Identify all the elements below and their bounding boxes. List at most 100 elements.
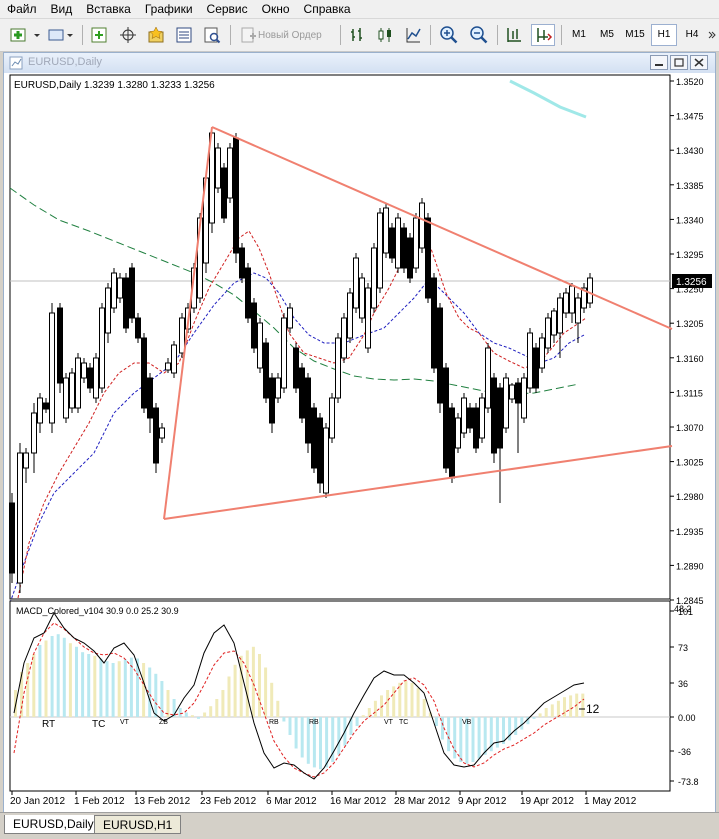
tile-windows-button[interactable] — [503, 24, 525, 46]
current-price-box — [672, 274, 712, 288]
new-chart-icon — [10, 28, 40, 42]
candle-body — [551, 310, 557, 336]
menu-charts[interactable]: Графики — [144, 2, 193, 16]
trendline-rise[interactable] — [163, 126, 213, 520]
price-panel — [9, 74, 671, 600]
menu-window[interactable]: Окно — [261, 2, 290, 16]
minimize-icon — [655, 64, 663, 66]
menu-tools[interactable]: Сервис — [206, 2, 248, 16]
trendlines[interactable] — [163, 126, 673, 520]
candle-body — [503, 377, 509, 429]
macd-bar — [398, 682, 402, 717]
macd-bar — [441, 717, 444, 740]
trendline-upper[interactable] — [211, 126, 673, 330]
menu-view[interactable]: Вид — [50, 2, 73, 16]
price-tick-label: 1.2890 — [676, 561, 704, 571]
macd-bar — [325, 717, 329, 768]
current-price-label: 1.3256 — [676, 277, 707, 288]
candle-body — [305, 377, 311, 444]
candle-body — [239, 247, 245, 279]
chart-canvas[interactable]: 1.3520 1.3475 1.3430 1.3385 1.3340 1.3295 1.32… — [4, 73, 715, 812]
macd-bar — [87, 654, 91, 717]
macd-bar — [215, 699, 219, 717]
zoom-out-icon — [470, 26, 488, 44]
macd-bar — [197, 717, 200, 719]
bar-chart-button[interactable] — [346, 24, 368, 46]
tab-eurusd-daily[interactable]: EURUSD,Daily — [4, 815, 103, 834]
chart-window[interactable]: EURUSD,Daily 1.3520 1.3475 1.3430 1.3385 1.3… — [3, 52, 716, 812]
macd-tick-label: 73 — [678, 643, 688, 653]
candle-body — [491, 377, 497, 454]
tab-eurusd-h1[interactable]: EURUSD,H1 — [94, 815, 182, 834]
macd-bar — [93, 655, 97, 717]
line-chart-icon — [406, 28, 421, 43]
favorites-button[interactable] — [145, 24, 167, 46]
new-order-button[interactable]: Новый Ордер — [240, 24, 322, 46]
macd-axis: 101 73 36 0.00 -36 -73.8 48.2 — [670, 604, 699, 787]
candle-body — [299, 367, 305, 419]
candlestick-button[interactable] — [374, 24, 396, 46]
zoom-out-button[interactable] — [467, 24, 491, 46]
macd-bar — [355, 717, 359, 726]
minimize-button[interactable] — [650, 55, 668, 70]
candle-body — [105, 287, 111, 334]
macd-signal-line — [13, 622, 585, 778]
candle-body — [353, 257, 359, 309]
macd-bar — [270, 682, 274, 717]
macd-tick-label: -36 — [678, 747, 691, 757]
macd-bar — [373, 700, 377, 717]
timeframe-h1[interactable]: H1 — [651, 24, 677, 46]
chart-area[interactable]: 1.3520 1.3475 1.3430 1.3385 1.3340 1.3295 1.32… — [4, 73, 715, 812]
macd-bar — [404, 681, 408, 717]
timeframe-h4[interactable]: H4 — [685, 29, 699, 40]
macd-annotations: RT TC VT ZB RB RB VT TC VB — [42, 719, 472, 730]
menu-help[interactable]: Справка — [303, 2, 351, 16]
candle-body — [287, 307, 293, 329]
terminal-button[interactable] — [173, 24, 195, 46]
maximize-button[interactable] — [670, 55, 688, 70]
menu-file[interactable]: Файл — [7, 2, 37, 16]
candle-body — [569, 285, 575, 314]
macd-line — [13, 612, 585, 780]
price-tick-label: 1.3475 — [676, 112, 704, 122]
macd-bar — [508, 717, 512, 741]
date-tick-label: 28 Mar 2012 — [394, 796, 451, 807]
candle-body — [263, 342, 269, 399]
price-tick-label: 1.2935 — [676, 527, 704, 537]
candle-body — [251, 302, 257, 349]
profiles-icon — [48, 29, 73, 41]
price-tick-label: 1.3025 — [676, 458, 704, 468]
chart-window-titlebar[interactable]: EURUSD,Daily — [4, 53, 715, 74]
zoom-in-button[interactable] — [437, 24, 461, 46]
macd-bar — [312, 717, 316, 768]
candle-body — [449, 407, 455, 479]
macd-bar — [532, 717, 536, 719]
candle-body — [69, 372, 75, 409]
tile-icon — [507, 28, 521, 42]
timeframe-m15[interactable]: M15 — [625, 29, 645, 40]
macd-bar — [300, 717, 304, 758]
macd-bar — [32, 654, 36, 717]
candle-body — [317, 417, 323, 484]
timeframe-m5[interactable]: M5 — [600, 29, 614, 40]
auto-scroll-button[interactable] — [531, 24, 555, 46]
toolbar-separator — [430, 25, 431, 45]
timeframe-m1[interactable]: M1 — [572, 29, 586, 40]
trendline-lower[interactable] — [163, 445, 673, 520]
macd-bar — [459, 717, 463, 762]
candle-body — [467, 407, 473, 429]
market-watch-button[interactable] — [88, 24, 110, 46]
menu-insert[interactable]: Вставка — [86, 2, 131, 16]
macd-bar — [514, 717, 518, 735]
toolbar-overflow-chevron[interactable] — [707, 24, 717, 46]
navigator-button[interactable] — [117, 24, 139, 46]
star-folder-icon — [148, 26, 164, 43]
line-chart-button[interactable] — [402, 24, 424, 46]
tester-button[interactable] — [201, 24, 223, 46]
macd-bar — [471, 717, 475, 762]
profiles-button[interactable] — [46, 24, 76, 46]
candle-body — [311, 407, 317, 469]
new-chart-button[interactable] — [8, 24, 42, 46]
close-button[interactable] — [690, 55, 708, 70]
macd-bar — [380, 695, 383, 717]
